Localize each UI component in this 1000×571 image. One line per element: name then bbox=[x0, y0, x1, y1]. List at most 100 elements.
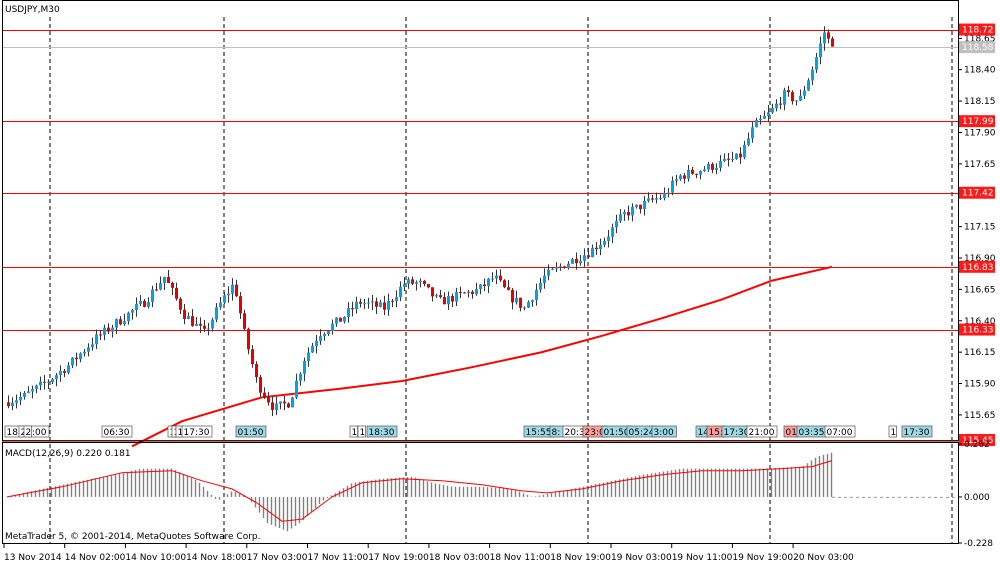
trade-marker-box-27 bbox=[901, 425, 933, 438]
candle-body-102 bbox=[415, 282, 418, 284]
price-axis: 118.65118.40118.15117.90117.65117.40117.… bbox=[958, 23, 996, 549]
candle-body-23 bbox=[99, 334, 102, 336]
candle-body-66 bbox=[271, 402, 274, 410]
candle-body-64 bbox=[263, 392, 266, 397]
candle-body-80 bbox=[327, 330, 330, 334]
moving-average bbox=[131, 265, 833, 448]
trade-marker-box-7 bbox=[181, 425, 213, 438]
candle-body-153 bbox=[619, 214, 622, 221]
candle-body-9 bbox=[43, 381, 46, 383]
candle-body-113 bbox=[459, 292, 462, 294]
trade-marker-box-9 bbox=[349, 425, 358, 438]
candle-body-173 bbox=[699, 171, 702, 175]
candle-body-125 bbox=[507, 287, 510, 290]
candle-body-24 bbox=[103, 327, 106, 335]
candle-body-17 bbox=[75, 357, 78, 360]
candle-body-178 bbox=[719, 160, 722, 168]
candle-body-146 bbox=[591, 247, 594, 258]
trade-marker-label-24: 03:35 bbox=[799, 428, 825, 438]
candle-body-159 bbox=[643, 200, 646, 210]
candle-body-31 bbox=[131, 310, 134, 313]
candle-body-181 bbox=[731, 158, 734, 160]
trade-marker-box-25 bbox=[824, 425, 856, 438]
candle-body-14 bbox=[63, 370, 66, 373]
candle-body-110 bbox=[447, 295, 450, 305]
candle-body-48 bbox=[199, 323, 202, 326]
macd-signal-polyline bbox=[6, 460, 833, 522]
candle-body-154 bbox=[623, 211, 626, 215]
candle-body-101 bbox=[411, 279, 414, 284]
candle-body-67 bbox=[275, 403, 278, 410]
candle-body-25 bbox=[107, 327, 110, 332]
candle-body-115 bbox=[467, 291, 470, 294]
candle-body-15 bbox=[67, 365, 70, 373]
candle-body-187 bbox=[755, 119, 758, 128]
trade-marker-label-21: 17:30 bbox=[724, 428, 750, 438]
candle-body-44 bbox=[183, 309, 186, 319]
price-level-tag-label-2: 117.42 bbox=[962, 189, 994, 199]
candle-body-45 bbox=[187, 316, 190, 319]
candle-body-85 bbox=[347, 308, 350, 317]
trade-marker-box-26 bbox=[888, 425, 897, 438]
candle-body-193 bbox=[779, 103, 782, 105]
trade-marker-label-23: 01 bbox=[786, 428, 797, 438]
candle-body-122 bbox=[495, 275, 498, 279]
trade-marker-label-20: 15: bbox=[709, 428, 723, 438]
candle-body-56 bbox=[231, 284, 234, 294]
candle-body-81 bbox=[331, 323, 334, 331]
candle-body-75 bbox=[307, 352, 310, 361]
candle-body-91 bbox=[371, 301, 374, 303]
time-tick-label-5: 17 Nov 11:00 bbox=[308, 553, 369, 563]
moving-average-line bbox=[131, 265, 833, 448]
candle-body-70 bbox=[287, 403, 290, 408]
candle-body-148 bbox=[599, 245, 602, 250]
candle-body-138 bbox=[559, 266, 562, 268]
candle-body-54 bbox=[223, 295, 226, 303]
trade-marker-box-11 bbox=[366, 425, 398, 438]
candle-body-182 bbox=[735, 153, 738, 159]
candle-body-163 bbox=[659, 198, 662, 200]
candle-body-114 bbox=[463, 292, 466, 294]
trade-marker-label-16: 01:50 bbox=[604, 428, 630, 438]
trade-marker-label-7: 17:30 bbox=[184, 428, 210, 438]
candle-body-51 bbox=[211, 319, 214, 329]
candle-body-50 bbox=[207, 328, 210, 330]
candle-body-82 bbox=[335, 317, 338, 324]
trade-marker-label-18: 3:00 bbox=[654, 428, 674, 438]
candle-body-135 bbox=[547, 269, 550, 276]
candle-body-165 bbox=[667, 192, 670, 194]
macd-title: MACD(12,26,9) 0.220 0.181 bbox=[5, 449, 131, 459]
candle-body-26 bbox=[111, 327, 114, 332]
trade-marker-label-12: 15:55 bbox=[526, 428, 552, 438]
trade-marker-label-9: 1 bbox=[352, 428, 358, 438]
candle-body-152 bbox=[615, 220, 618, 228]
trade-marker-box-18 bbox=[651, 425, 677, 438]
price-tick-label-0: 118.65 bbox=[964, 34, 996, 44]
candle-body-12 bbox=[55, 375, 58, 380]
candle-body-131 bbox=[531, 300, 534, 303]
candle-body-49 bbox=[203, 325, 206, 329]
macd-tick-label-2: -0.228 bbox=[964, 539, 993, 549]
candle-body-196 bbox=[791, 92, 794, 102]
candle-body-150 bbox=[607, 236, 610, 241]
candle-body-194 bbox=[783, 90, 786, 105]
price-level-tag-label-1: 117.99 bbox=[962, 117, 994, 127]
candle-body-36 bbox=[151, 289, 154, 302]
price-tick-label-10: 116.15 bbox=[964, 348, 996, 358]
candle-body-61 bbox=[251, 349, 254, 364]
candle-body-136 bbox=[551, 268, 554, 270]
candle-body-1 bbox=[11, 402, 14, 407]
candle-body-73 bbox=[299, 373, 302, 381]
candle-body-77 bbox=[315, 341, 318, 347]
candle-body-4 bbox=[23, 392, 26, 397]
candle-body-20 bbox=[87, 347, 90, 352]
candle-body-3 bbox=[19, 396, 22, 401]
candle-body-65 bbox=[267, 396, 270, 403]
price-level-tag-label-4: 116.33 bbox=[962, 326, 994, 336]
time-tick-label-13: 20 Nov 03:00 bbox=[793, 553, 854, 563]
candle-body-188 bbox=[759, 118, 762, 120]
candle-body-19 bbox=[83, 351, 86, 354]
trade-marker-label-26: 1 bbox=[891, 428, 897, 438]
candle-body-100 bbox=[407, 279, 410, 284]
candle-body-145 bbox=[587, 255, 590, 258]
